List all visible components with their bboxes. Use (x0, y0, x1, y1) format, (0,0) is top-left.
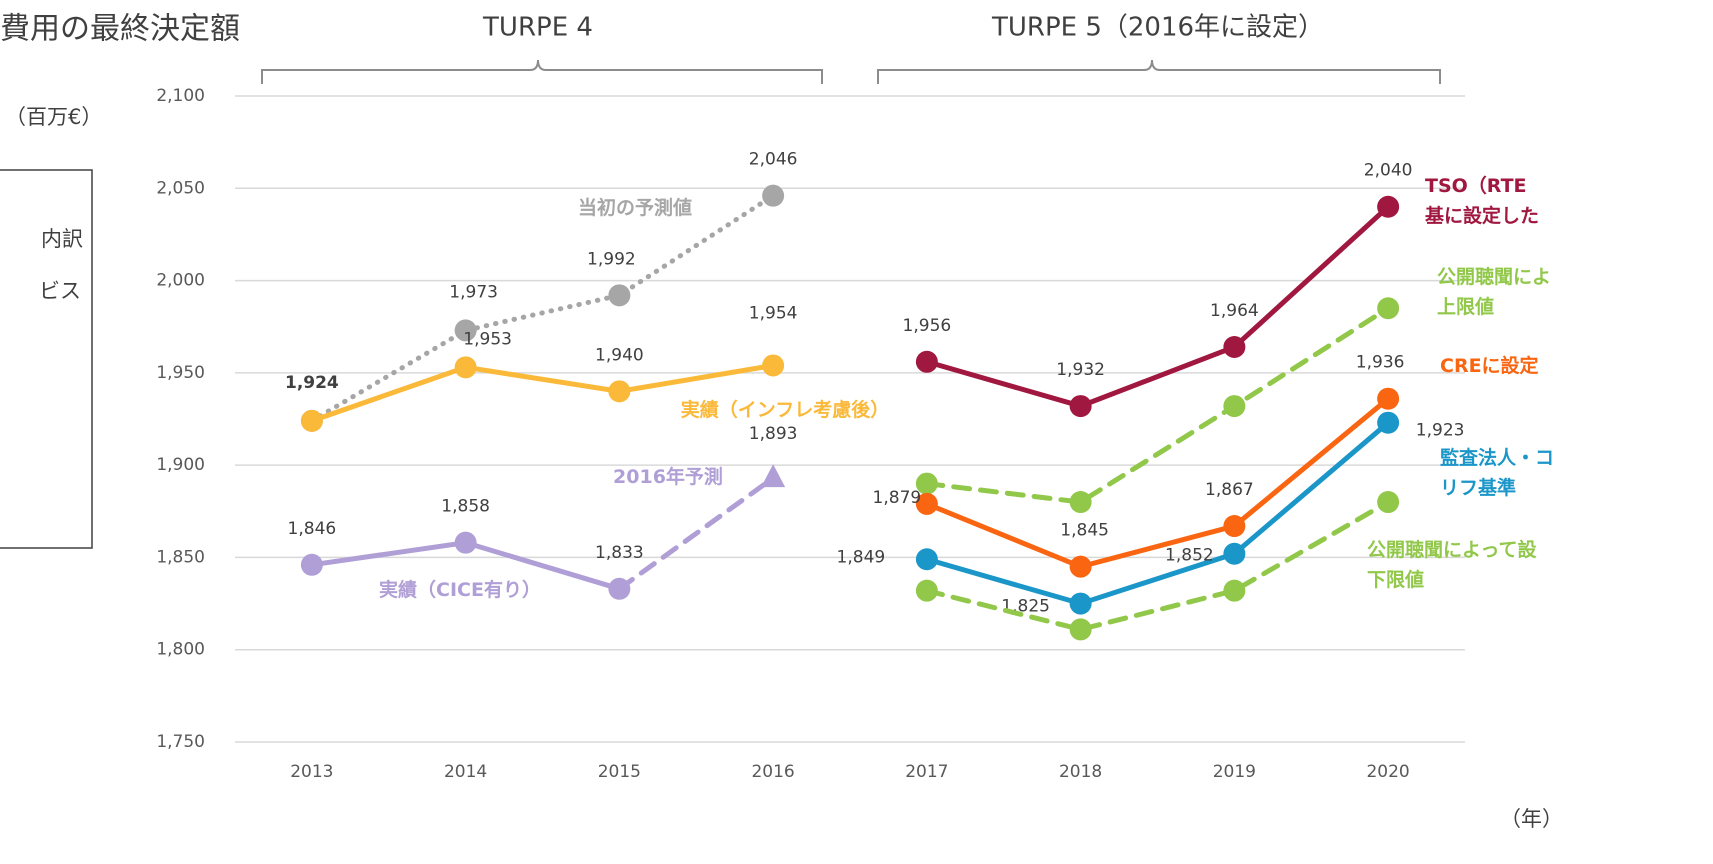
marker (915, 350, 938, 373)
data-label: 1,936 (1356, 353, 1405, 373)
marker (1223, 395, 1246, 418)
data-label: 1,923 (1416, 421, 1465, 441)
period-bracket (261, 59, 823, 84)
data-label: 1,953 (463, 329, 512, 349)
marker (1069, 592, 1092, 615)
marker (1069, 491, 1092, 514)
data-label: 1,852 (1165, 546, 1214, 566)
marker (1069, 395, 1092, 418)
marker (300, 553, 323, 576)
marker (608, 284, 631, 307)
series-name: 実績（インフレ考慮後） (681, 398, 889, 421)
series-name: 2016年予測 (613, 465, 723, 488)
x-tick-label: 2017 (905, 762, 948, 782)
series-name: TSO（RTE 基に設定した (1424, 174, 1539, 227)
data-label: 1,973 (449, 282, 498, 302)
series-line (924, 396, 1391, 570)
data-label: 1,849 (837, 547, 886, 567)
series-name: 当初の予測値 (578, 196, 692, 219)
x-tick-label: 2019 (1213, 762, 1256, 782)
data-label: 1,846 (288, 519, 337, 539)
marker (1377, 297, 1400, 320)
side-note: 内訳 (41, 227, 83, 251)
marker (915, 492, 938, 515)
series-line (924, 420, 1391, 607)
series-line (924, 305, 1391, 505)
data-label: 1,932 (1056, 360, 1105, 380)
marker (915, 548, 938, 571)
x-tick-label: 2015 (598, 762, 641, 782)
side-note: ビス (39, 279, 81, 303)
period-bracket (877, 59, 1441, 84)
x-tick-label: 2018 (1059, 762, 1102, 782)
side-panel (0, 169, 93, 549)
data-label: 1,964 (1210, 301, 1259, 321)
data-label: 1,845 (1060, 521, 1109, 541)
marker (915, 579, 938, 602)
y-tick-label: 1,900 (156, 455, 205, 475)
data-label: 1,858 (441, 497, 490, 517)
marker (762, 354, 785, 377)
x-tick-label: 2020 (1366, 762, 1409, 782)
marker (1377, 411, 1400, 434)
data-label: 1,833 (595, 543, 644, 563)
period-label: TURPE 4 (482, 13, 593, 43)
marker (1223, 515, 1246, 538)
marker (300, 409, 323, 432)
x-tick-label: 2016 (751, 762, 794, 782)
marker (1069, 618, 1092, 641)
marker (454, 319, 477, 342)
y-unit: （百万€） (5, 105, 102, 129)
y-tick-label: 1,950 (156, 363, 205, 383)
y-tick-label: 1,800 (156, 640, 205, 660)
marker (1377, 195, 1400, 218)
data-label: 1,992 (587, 249, 636, 269)
series-name: 公開聴聞によって設下限値 (1367, 538, 1537, 591)
data-label: 1,867 (1205, 480, 1254, 500)
data-label: 1,956 (903, 316, 952, 336)
y-tick-label: 1,750 (156, 732, 205, 752)
data-label: 1,954 (749, 303, 798, 323)
marker (762, 184, 785, 207)
chart-title: 費用の最終決定額 (0, 12, 240, 47)
series-name: CREに設定 (1440, 354, 1539, 377)
marker (1069, 555, 1092, 578)
marker (1377, 387, 1400, 410)
series-line (309, 193, 776, 424)
x-unit: （年） (1500, 807, 1563, 831)
series-line (924, 499, 1391, 632)
series-name: 実績（CICE有り） (379, 578, 541, 601)
marker (915, 472, 938, 495)
data-label: 1,893 (749, 424, 798, 444)
data-label: 2,040 (1364, 161, 1413, 181)
y-tick-label: 2,100 (156, 86, 205, 106)
period-label: TURPE 5（2016年に設定） (991, 13, 1324, 43)
marker (1223, 336, 1246, 359)
marker (454, 356, 477, 379)
marker (1377, 491, 1400, 514)
marker (608, 577, 631, 600)
series-name: 公開聴聞によ上限値 (1437, 266, 1551, 318)
marker (1223, 579, 1246, 602)
marker (761, 464, 786, 488)
series-line (924, 204, 1391, 409)
marker (608, 380, 631, 403)
y-tick-label: 1,850 (156, 547, 205, 567)
data-label: 2,046 (749, 150, 798, 170)
data-label: 1,924 (285, 373, 339, 393)
marker (1223, 542, 1246, 565)
x-tick-label: 2013 (290, 762, 333, 782)
y-tick-label: 2,000 (156, 271, 205, 291)
data-label: 1,940 (595, 345, 644, 365)
series-line (309, 362, 776, 424)
marker (454, 531, 477, 554)
series-line (616, 475, 776, 592)
series-name: 監査法人・コリフ基準 (1440, 446, 1554, 499)
x-tick-label: 2014 (444, 762, 487, 782)
data-label: 1,879 (873, 488, 922, 508)
y-tick-label: 2,050 (156, 178, 205, 198)
